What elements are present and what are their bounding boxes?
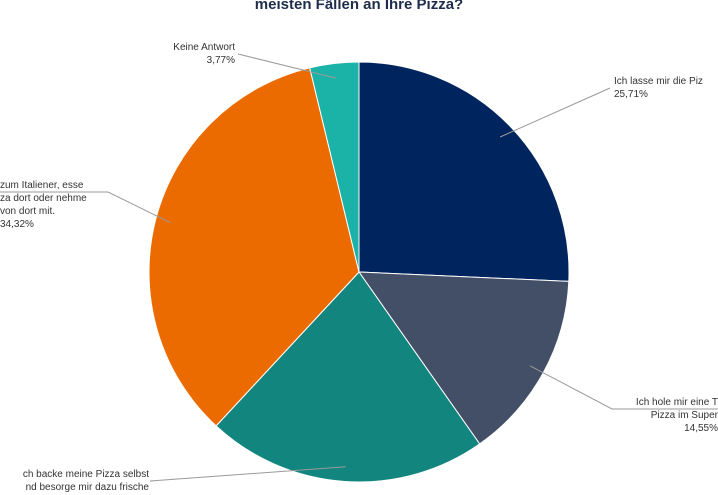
slice-value-label: 3,77% — [207, 55, 235, 66]
slice-value-label: 34,32% — [0, 219, 34, 230]
slice-label-line: zum Italiener, esse — [0, 180, 84, 191]
leader-lines — [0, 53, 718, 482]
pie-slice — [148, 67, 360, 427]
leader-line — [237, 53, 337, 79]
slice-label: zum Italiener, esse za dort oder nehme von… — [0, 180, 87, 230]
leader-line — [0, 191, 171, 224]
slice-label-line: Pizza im Super — [651, 410, 718, 421]
pie-slice — [215, 271, 481, 483]
chart-title: meisten Fällen an Ihre Pizza? — [254, 0, 464, 13]
slice-label: ch backe meine Pizza selbst nd besorge mi… — [23, 469, 150, 493]
leader-line — [529, 365, 718, 410]
slice-label-line: Ich lasse mir die Piz — [614, 76, 703, 87]
pie-slice — [358, 61, 570, 282]
leader-line — [149, 466, 346, 482]
slice-label: Ich lasse mir die Piz 25,71% — [614, 76, 703, 100]
pie-slice — [309, 61, 360, 273]
slice-label: Keine Antwort 3,77% — [173, 42, 235, 66]
slice-label-line: von dort mit. — [0, 206, 55, 217]
slice-value-label: 25,71% — [614, 89, 648, 100]
slice-label: Ich hole mir eine T Pizza im Super 14,55% — [636, 397, 718, 434]
leader-line — [499, 87, 611, 138]
slice-label-line: Ich hole mir eine T — [636, 397, 718, 408]
slice-labels: Ich lasse mir die Piz 25,71% Ich hole mir … — [0, 42, 718, 493]
slices-layer — [148, 61, 570, 483]
slice-label-line: nd besorge mir dazu frische — [26, 482, 150, 493]
slice-label-line: za dort oder nehme — [0, 193, 87, 204]
slice-label-line: Keine Antwort — [173, 42, 235, 53]
slice-label-line: ch backe meine Pizza selbst — [23, 469, 149, 480]
slice-value-label: 14,55% — [684, 423, 718, 434]
